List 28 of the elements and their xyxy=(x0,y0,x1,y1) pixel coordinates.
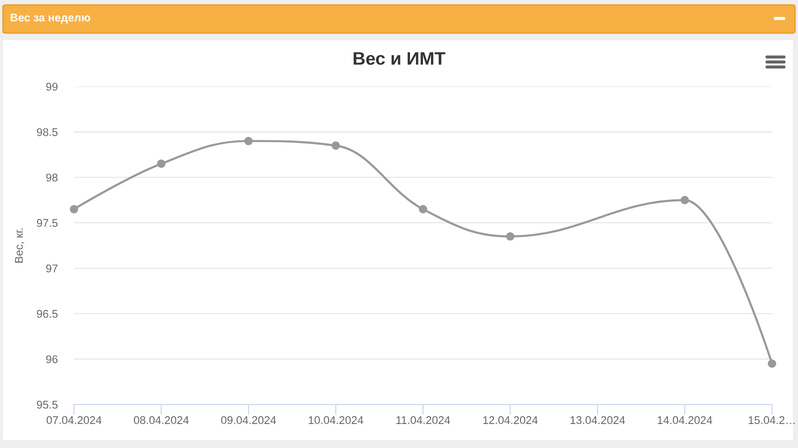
point xyxy=(244,136,253,146)
point xyxy=(157,160,166,168)
point xyxy=(332,141,340,150)
x-tick-label: 14.04.2024 xyxy=(658,416,712,424)
y-tick-label: 98.5 xyxy=(36,128,58,136)
x-tick-label: 11.04.2024 xyxy=(396,416,450,424)
text: Вес за неделю xyxy=(10,14,90,24)
y-tick-label: 97.5 xyxy=(36,219,58,227)
y-tick-label: 97 xyxy=(46,264,58,272)
y-tick-label: 98 xyxy=(46,174,58,182)
chart-title: Вес и ИМТ xyxy=(354,52,446,65)
point xyxy=(418,204,428,214)
point xyxy=(506,232,514,241)
y-tick-label: 96.5 xyxy=(36,310,58,318)
x-tick-label: 07.04.2024 xyxy=(46,416,102,424)
y-tick-label: 99 xyxy=(46,82,58,91)
y-tick-label: 95.5 xyxy=(36,400,58,409)
y-tick-label: 96 xyxy=(46,355,58,364)
point xyxy=(70,204,78,214)
point xyxy=(768,359,776,368)
x-tick-label: 13.04.2024 xyxy=(570,416,625,424)
x-tick-label: 09.04.2024 xyxy=(221,416,276,424)
y-axis-title: Вес, кг. xyxy=(15,228,24,263)
x-tick-label: 12.04.2024 xyxy=(483,416,538,424)
x-tick-label: 10.04.2024 xyxy=(308,416,364,424)
x-tick-label: 08.04.2024 xyxy=(134,416,189,424)
point xyxy=(680,196,689,204)
x-tick-label: 15.04.2… xyxy=(748,416,795,424)
